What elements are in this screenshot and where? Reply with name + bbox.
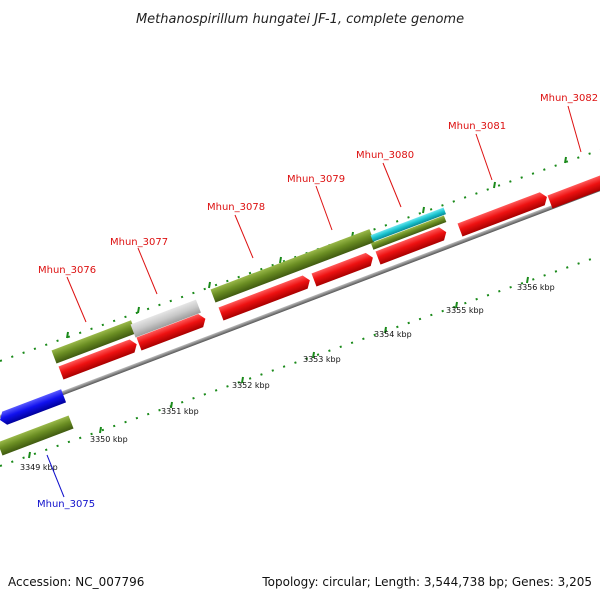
- orf-block: [210, 229, 375, 303]
- scale-label-3354: 3354 kbp: [374, 330, 412, 339]
- orf-block: [130, 299, 201, 338]
- scale-labels: 3349 kbp 3350 kbp 3351 kbp 3352 kbp 3353…: [20, 283, 555, 472]
- scale-label-3356: 3356 kbp: [517, 283, 555, 292]
- gene-arrow-mhun-3079[interactable]: [311, 251, 376, 287]
- orf-block: [370, 215, 447, 250]
- orf-block: [0, 415, 74, 456]
- scale-label-3355: 3355 kbp: [446, 306, 484, 315]
- orf-track: [0, 207, 447, 456]
- inner-major-ticks: [28, 276, 529, 459]
- map-title: Methanospirillum hungatei JF-1, complete…: [136, 12, 464, 27]
- gene-label-mhun-3078[interactable]: Mhun_3078: [207, 202, 265, 213]
- gene-label-mhun-3079[interactable]: Mhun_3079: [287, 174, 345, 185]
- gene-label-mhun-3082[interactable]: Mhun_3082: [540, 93, 598, 104]
- gene-label-mhun-3080[interactable]: Mhun_3080: [356, 150, 414, 161]
- genome-summary-text: Topology: circular; Length: 3,544,738 bp…: [261, 575, 592, 589]
- scale-label-3350: 3350 kbp: [90, 435, 128, 444]
- scale-label-3351: 3351 kbp: [161, 407, 199, 416]
- inner-tick-ring: [0, 255, 600, 467]
- gene-arrow-mhun-3082[interactable]: [547, 174, 600, 209]
- scale-label-3349: 3349 kbp: [20, 463, 58, 472]
- scale-label-3353: 3353 kbp: [303, 355, 341, 364]
- accession-text: Accession: NC_007796: [8, 575, 144, 589]
- reverse-gene-track: [0, 389, 67, 426]
- gene-labels: Mhun_3076 Mhun_3077 Mhun_3078 Mhun_3079 …: [37, 93, 598, 510]
- forward-gene-track: [58, 174, 600, 380]
- orf-block: [370, 207, 446, 242]
- gene-label-mhun-3075[interactable]: Mhun_3075: [37, 499, 95, 510]
- scale-label-3352: 3352 kbp: [232, 381, 270, 390]
- gene-arrow-mhun-3078[interactable]: [218, 274, 313, 321]
- gene-arrow-mhun-3076[interactable]: [58, 338, 140, 380]
- gene-arrow-mhun-3075[interactable]: [0, 389, 67, 426]
- orf-block: [51, 320, 136, 364]
- genome-backbone: [0, 173, 600, 419]
- gene-label-mhun-3077[interactable]: Mhun_3077: [110, 237, 168, 248]
- gene-arrow-mhun-3081[interactable]: [457, 190, 550, 237]
- gene-arrow-mhun-3077[interactable]: [136, 312, 208, 351]
- gene-leader-lines: [46, 105, 582, 498]
- gene-arrow-mhun-3080[interactable]: [375, 226, 449, 265]
- gene-label-mhun-3076[interactable]: Mhun_3076: [38, 265, 96, 276]
- gene-label-mhun-3081[interactable]: Mhun_3081: [448, 121, 506, 132]
